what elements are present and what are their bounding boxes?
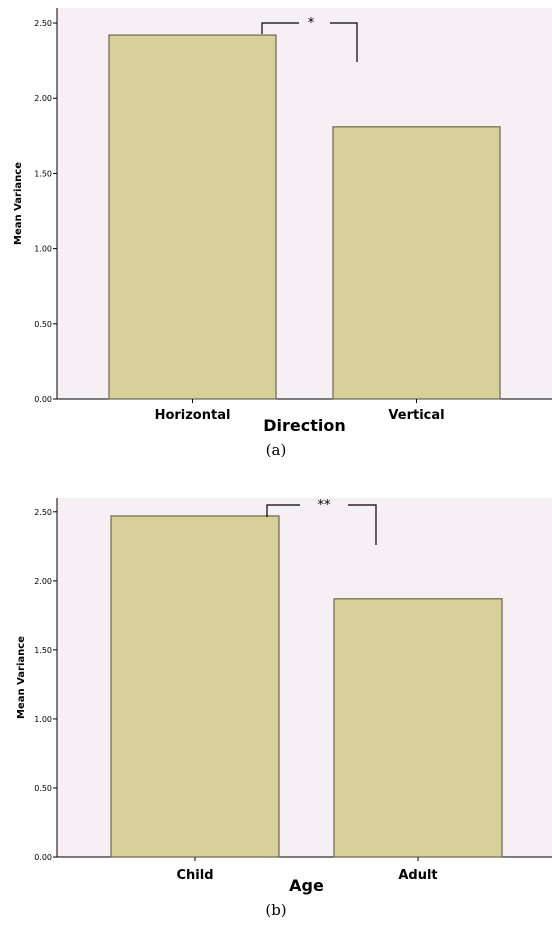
bar-vertical (332, 126, 501, 400)
bar-child (110, 515, 280, 858)
y-axis-label: Mean Variance (13, 162, 24, 245)
significance-marker: ** (318, 498, 332, 513)
chart-panel-2: 0.00 0.50 1.00 1.50 2.00 2.50 Mean Variance Chi… (16, 498, 552, 919)
x-axis-label: Direction (263, 416, 346, 435)
y-tick-label: 0.00 (34, 853, 52, 862)
y-tick-label: 2.00 (34, 577, 52, 586)
bar-horizontal (108, 34, 277, 400)
y-tick-label: 0.50 (34, 320, 52, 329)
y-tick-label: 1.50 (34, 169, 52, 178)
chart-panel-1: 0.00 0.50 1.00 1.50 2.00 2.50 Mean Variance Hor… (13, 8, 552, 459)
y-tick-label: 2.50 (34, 19, 52, 28)
y-tick-label: 2.00 (34, 94, 52, 103)
y-axis-label: Mean Variance (16, 636, 27, 719)
bar-adult (333, 598, 503, 858)
y-tick-label: 0.50 (34, 784, 52, 793)
significance-bracket (266, 504, 377, 545)
y-tick-label: 0.00 (34, 395, 52, 404)
x-tick-label: Vertical (388, 408, 444, 423)
x-axis-label: Age (289, 876, 324, 895)
y-tick-label: 1.50 (34, 646, 52, 655)
panel-caption: (a) (266, 441, 287, 459)
y-tick-label: 2.50 (34, 508, 52, 517)
y-tick-label: 1.00 (34, 245, 52, 254)
y-tick-label: 1.00 (34, 715, 52, 724)
x-tick-label: Horizontal (155, 408, 231, 423)
panel-caption: (b) (265, 901, 286, 919)
x-tick-label: Child (176, 868, 213, 883)
significance-marker: * (308, 16, 315, 31)
significance-bracket (261, 22, 358, 62)
x-tick-label: Adult (398, 868, 437, 883)
